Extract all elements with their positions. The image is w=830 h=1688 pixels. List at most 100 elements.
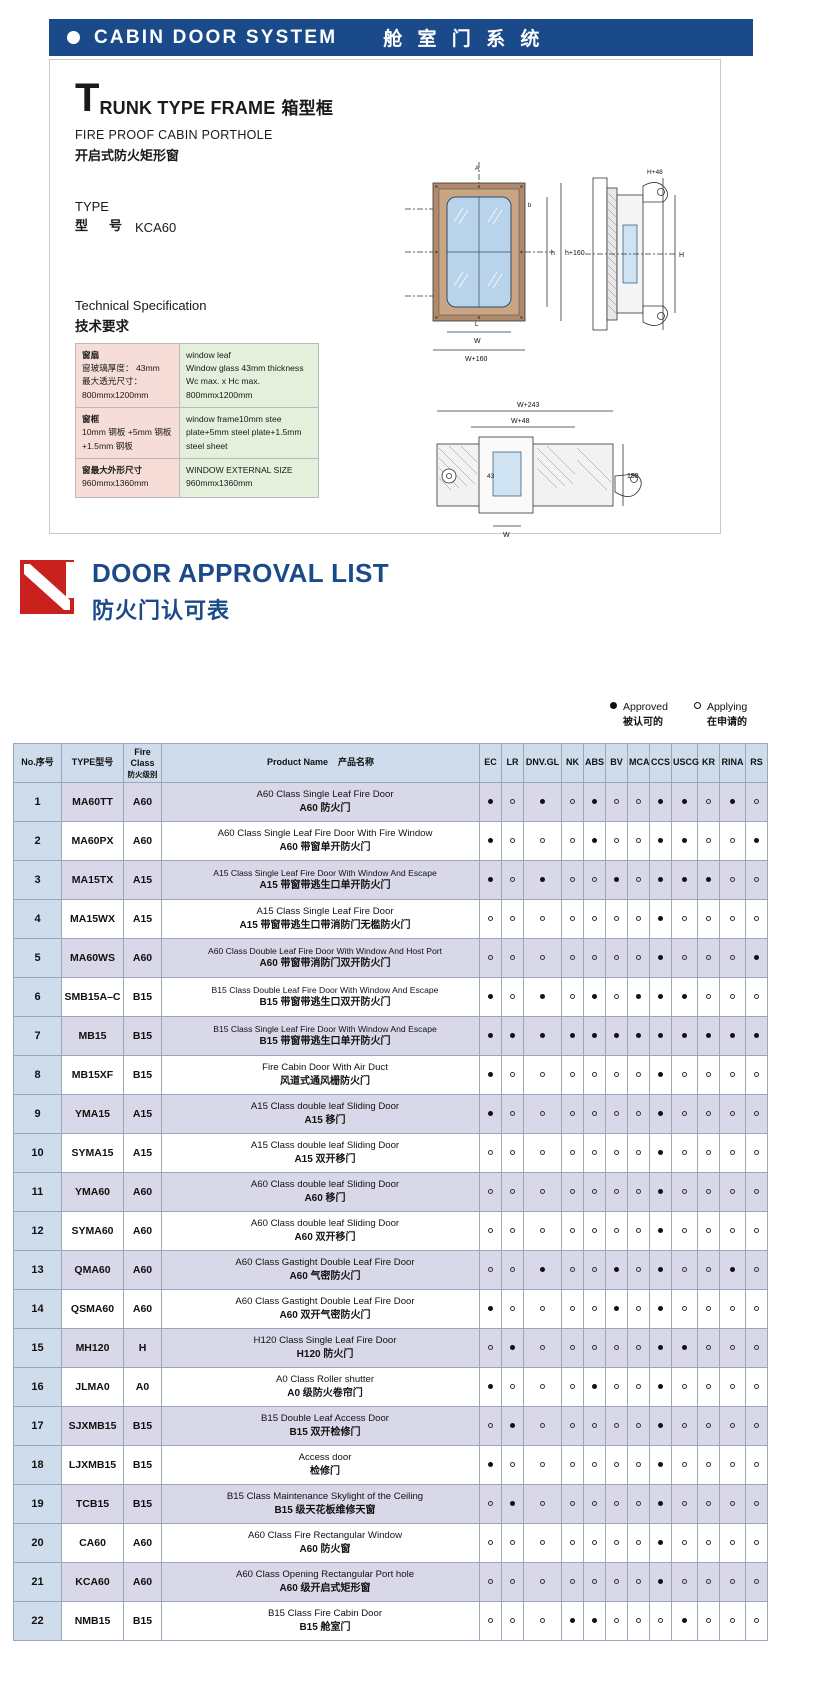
table-row: 13 QMA60 A60 A60 Class Gastight Double Leaf…	[13, 1249, 768, 1290]
cell-product-name: A60 Class Single Leaf Fire Door A60 防火门	[161, 781, 480, 822]
product-name-en: B15 Double Leaf Access Door	[261, 1412, 389, 1424]
cell-no: 15	[13, 1327, 62, 1368]
open-dot-icon	[754, 1462, 759, 1468]
product-title-en: RUNK TYPE FRAME	[99, 98, 276, 118]
cell-approval-mca	[627, 937, 650, 978]
cell-approval-dnvgl	[523, 937, 562, 978]
cell-approval-kr	[697, 781, 720, 822]
table-row: 21 KCA60 A60 A60 Class Opening Rectangular …	[13, 1561, 768, 1602]
filled-dot-icon	[730, 799, 735, 805]
product-name-en: A60 Class Double Leaf Fire Door With Win…	[207, 945, 443, 956]
cell-approval-bv	[605, 1600, 628, 1641]
filled-dot-icon	[682, 994, 687, 1000]
cell-approval-lr	[501, 1522, 524, 1563]
open-dot-icon	[636, 1462, 641, 1468]
cell-product-name: B15 Class Double Leaf Fire Door With Win…	[161, 976, 480, 1017]
open-dot-icon	[570, 994, 575, 1000]
open-dot-icon	[540, 1384, 545, 1390]
cell-approval-lr	[501, 1444, 524, 1485]
table-row: 12 SYMA60 A60 A60 Class double leaf Sliding…	[13, 1210, 768, 1251]
cell-approval-mca	[627, 1327, 650, 1368]
cell-approval-dnvgl	[523, 1405, 562, 1446]
cell-approval-bv	[605, 898, 628, 939]
open-dot-icon	[636, 1384, 641, 1390]
cell-fire-class: A60	[123, 820, 162, 861]
filled-dot-icon	[658, 838, 663, 844]
filled-dot-icon	[682, 1618, 687, 1624]
product-name-en: B15 Class Maintenance Skylight of the Ce…	[226, 1490, 424, 1502]
cell-approval-uscg	[671, 1093, 698, 1134]
dim-label-H48: H+48	[647, 169, 663, 176]
product-name-en: Fire Cabin Door With Air Duct	[262, 1061, 388, 1073]
filled-dot-icon	[488, 1384, 493, 1390]
open-dot-icon	[636, 1150, 641, 1156]
cell-approval-kr	[697, 898, 720, 939]
cell-approval-kr	[697, 1015, 720, 1056]
cell-approval-lr	[501, 1288, 524, 1329]
open-dot-icon	[682, 1111, 687, 1117]
cell-approval-uscg	[671, 976, 698, 1017]
cell-approval-ccs	[649, 1210, 672, 1251]
open-dot-icon	[570, 1540, 575, 1546]
cell-approval-nk	[561, 1522, 584, 1563]
dim-label-H: H	[679, 252, 684, 259]
open-dot-icon	[614, 1228, 619, 1234]
cell-type: MB15XF	[61, 1054, 124, 1095]
cell-product-name: B15 Class Maintenance Skylight of the Ce…	[161, 1483, 480, 1524]
cell-approval-bv	[605, 1015, 628, 1056]
open-dot-icon	[510, 1384, 515, 1390]
open-dot-icon	[682, 1579, 687, 1585]
cell-approval-rina	[719, 1444, 746, 1485]
open-dot-icon	[730, 1579, 735, 1585]
product-name-en: A60 Class Single Leaf Fire Door With Fir…	[217, 827, 433, 839]
cell-approval-ec	[479, 937, 502, 978]
cell-approval-mca	[627, 1405, 650, 1446]
cell-approval-rs	[745, 937, 768, 978]
cell-approval-mca	[627, 976, 650, 1017]
open-dot-icon	[540, 1501, 545, 1507]
open-dot-icon	[754, 1423, 759, 1429]
cell-approval-lr	[501, 1054, 524, 1095]
cell-approval-abs	[583, 1288, 606, 1329]
cell-approval-bv	[605, 937, 628, 978]
cell-approval-lr	[501, 781, 524, 822]
cell-approval-bv	[605, 1366, 628, 1407]
cell-approval-kr	[697, 1093, 720, 1134]
cell-approval-rs	[745, 859, 768, 900]
cell-approval-abs	[583, 859, 606, 900]
filled-dot-icon	[540, 799, 545, 805]
open-dot-icon	[614, 1501, 619, 1507]
open-dot-icon	[488, 1618, 493, 1624]
open-dot-icon	[592, 1345, 597, 1351]
cell-approval-mca	[627, 1561, 650, 1602]
product-name-cn: A0 级防火卷帘门	[287, 1387, 363, 1399]
cell-approval-lr	[501, 976, 524, 1017]
cell-fire-class: B15	[123, 1483, 162, 1524]
cell-type: TCB15	[61, 1483, 124, 1524]
spec-row: 窗最大外形尺寸 960mmx1360mm WINDOW EXTERNAL SIZE 9…	[75, 457, 319, 498]
open-dot-icon	[754, 1345, 759, 1351]
cell-approval-bv	[605, 1054, 628, 1095]
cell-approval-lr	[501, 1015, 524, 1056]
open-dot-icon	[570, 1267, 575, 1273]
product-name-cn: A60 带窗带消防门双开防火门	[259, 957, 391, 969]
product-type-block: TYPE 型 号 KCA60	[75, 198, 375, 236]
cell-type: YMA60	[61, 1171, 124, 1212]
cell-no: 5	[13, 937, 62, 978]
product-name-en: Access door	[298, 1451, 352, 1463]
cell-no: 11	[13, 1171, 62, 1212]
dim-label-h-plus: h+160	[565, 250, 585, 257]
filled-dot-icon	[658, 1423, 663, 1429]
open-dot-icon	[706, 799, 711, 805]
open-dot-icon	[730, 1228, 735, 1234]
open-dot-icon	[488, 955, 493, 961]
open-dot-icon	[730, 1618, 735, 1624]
product-name-cn: 检修门	[310, 1465, 340, 1477]
col-society-uscg: USCG	[671, 743, 699, 783]
cell-approval-kr	[697, 820, 720, 861]
cell-approval-bv	[605, 1171, 628, 1212]
product-name-cn: B15 带窗带逃生口双开防火门	[259, 996, 391, 1008]
spec-cell-en: WINDOW EXTERNAL SIZE 960mmx1360mm	[179, 457, 319, 498]
product-name-en: A60 Class double leaf Sliding Door	[250, 1178, 400, 1190]
product-name-en: A60 Class Gastight Double Leaf Fire Door	[235, 1295, 415, 1307]
